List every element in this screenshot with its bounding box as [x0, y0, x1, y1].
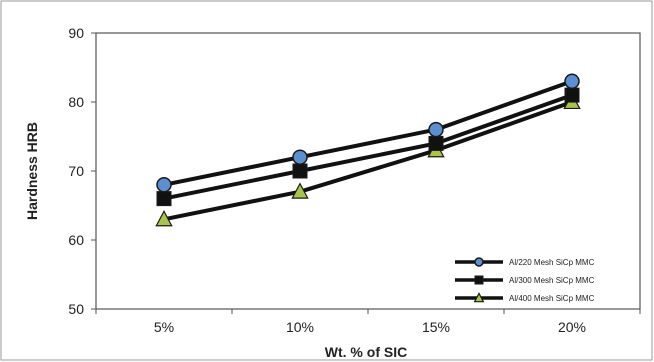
legend-marker — [473, 292, 485, 303]
x-tick-label: 10% — [286, 319, 314, 335]
data-point — [292, 163, 308, 179]
series-layer — [155, 73, 581, 227]
legend-item-1: Al/220 Mesh SiCp MMC — [455, 257, 595, 267]
data-point — [564, 87, 580, 103]
legend-label: Al/300 Mesh SiCp MMC — [509, 276, 595, 285]
data-point — [156, 191, 172, 207]
data-point — [428, 121, 444, 138]
data-point — [292, 149, 308, 165]
data-point — [291, 182, 309, 199]
y-tick-label: 60 — [68, 232, 84, 248]
x-tick-label: 5% — [154, 319, 174, 335]
data-point — [155, 209, 173, 227]
legend-item-3: Al/400 Mesh SiCp MMC — [455, 292, 595, 303]
series-line — [163, 93, 573, 201]
data-point — [564, 73, 580, 90]
series-1-points — [156, 73, 580, 193]
legend-marker — [474, 275, 484, 285]
x-axis-title: Wt. % of SIC — [325, 344, 407, 360]
y-tick-label: 50 — [68, 301, 84, 317]
y-axis-title: Hardness HRB — [24, 122, 40, 220]
x-tick-label: 15% — [422, 319, 450, 335]
series-2 — [163, 93, 573, 201]
y-tick-label: 70 — [68, 163, 84, 179]
data-point — [428, 135, 444, 151]
legend: Al/220 Mesh SiCp MMC Al/300 Mesh SiCp MMC… — [455, 257, 595, 303]
series-3 — [163, 100, 573, 222]
legend-marker — [474, 257, 484, 267]
series-line — [163, 79, 573, 187]
y-tick-label: 80 — [68, 94, 84, 110]
y-tick-label: 90 — [68, 25, 84, 41]
series-1 — [163, 79, 573, 187]
x-tick-label: 20% — [558, 319, 586, 335]
legend-label: Al/220 Mesh SiCp MMC — [509, 258, 595, 267]
legend-label: Al/400 Mesh SiCp MMC — [509, 294, 595, 303]
series-line — [163, 100, 573, 222]
legend-item-2: Al/300 Mesh SiCp MMC — [455, 275, 595, 285]
data-point — [156, 177, 172, 193]
